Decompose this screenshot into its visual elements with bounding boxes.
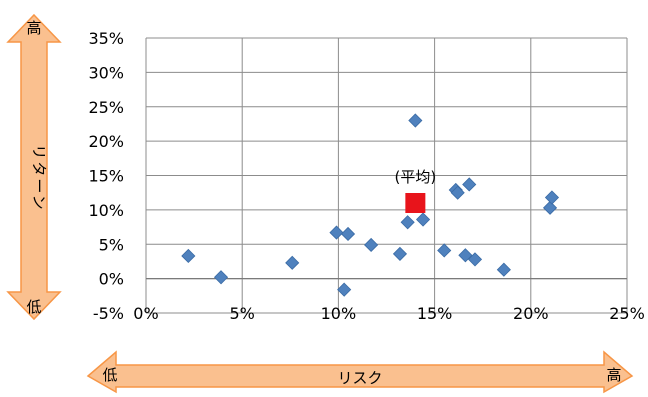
data-point-diamond bbox=[544, 190, 560, 205]
data-point-diamond bbox=[450, 185, 465, 200]
x-tick-label: 10% bbox=[321, 304, 357, 323]
risk-arrow-shape bbox=[86, 350, 634, 394]
data-point-diamond bbox=[213, 270, 229, 285]
data-point-diamond bbox=[329, 225, 344, 240]
risk-low-label: 低 bbox=[102, 366, 117, 384]
y-tick-label: -5% bbox=[93, 304, 124, 323]
data-point-diamond bbox=[392, 246, 408, 261]
x-tick-label: 20% bbox=[513, 304, 549, 323]
risk-axis-arrow: 低 リスク 高 bbox=[86, 350, 634, 394]
data-point-diamond bbox=[415, 212, 431, 227]
data-point-diamond bbox=[496, 262, 511, 277]
y-tick-label: 5% bbox=[99, 235, 124, 254]
average-point-square bbox=[405, 193, 426, 213]
data-point-diamond bbox=[542, 200, 558, 215]
y-tick-label: 35% bbox=[88, 29, 124, 48]
average-annotation: (平均) bbox=[395, 168, 437, 186]
risk-axis-label: リスク bbox=[337, 369, 382, 387]
y-tick-label: 10% bbox=[88, 201, 124, 220]
y-tick-label: 15% bbox=[88, 167, 124, 186]
data-point-diamond bbox=[285, 255, 300, 270]
data-point-diamond bbox=[181, 248, 196, 264]
return-high-label: 高 bbox=[26, 19, 41, 37]
return-low-label: 低 bbox=[26, 298, 41, 316]
return-arrow-shape bbox=[6, 13, 62, 321]
data-point-diamond bbox=[467, 252, 483, 267]
x-tick-label: 5% bbox=[230, 304, 255, 323]
data-point-diamond bbox=[458, 248, 473, 263]
y-tick-label: 25% bbox=[88, 98, 124, 117]
return-axis-label: リターン bbox=[30, 144, 48, 211]
x-tick-label: 15% bbox=[417, 304, 453, 323]
data-point-diamond bbox=[337, 282, 352, 297]
return-axis-arrow: 高 低 リターン bbox=[6, 13, 62, 321]
data-point-diamond bbox=[462, 177, 477, 192]
risk-high-label: 高 bbox=[606, 366, 621, 384]
y-tick-label: 0% bbox=[99, 270, 124, 289]
data-point-diamond bbox=[340, 226, 356, 242]
x-tick-label: 0% bbox=[133, 304, 158, 323]
y-tick-label: 30% bbox=[88, 63, 124, 82]
y-tick-label: 20% bbox=[88, 132, 124, 151]
x-tick-label: 25% bbox=[609, 304, 645, 323]
plot-area: -5% 0% 5% 10% 15% 20% 25% 30% 35% 0% 5% 10% 15% 20% 25… bbox=[88, 29, 644, 323]
data-point-diamond bbox=[364, 237, 379, 253]
data-point-diamond bbox=[408, 113, 423, 128]
data-point-diamond bbox=[437, 243, 452, 258]
data-point-diamond bbox=[400, 215, 415, 230]
